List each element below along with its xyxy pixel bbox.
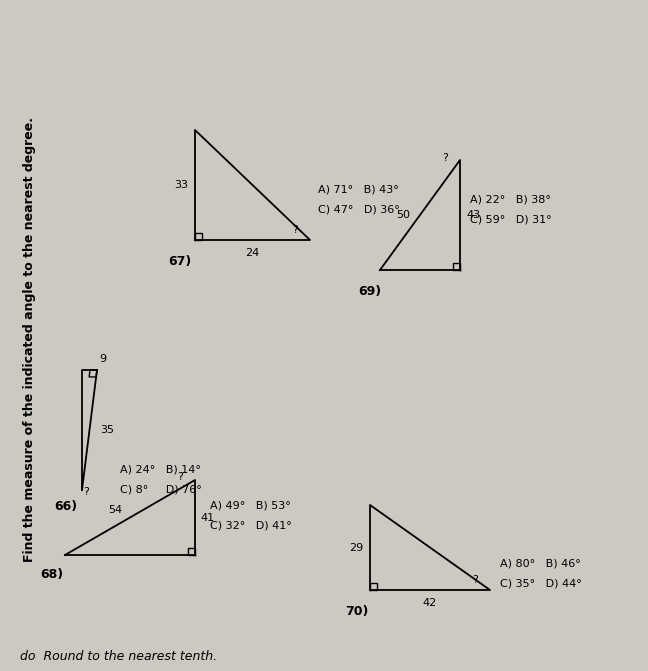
Text: A) 24°   B) 14°: A) 24° B) 14° — [120, 465, 201, 475]
Text: C) 35°   D) 44°: C) 35° D) 44° — [500, 578, 582, 588]
Text: ?: ? — [292, 225, 298, 235]
Text: ?: ? — [83, 487, 89, 497]
Text: A) 71°   B) 43°: A) 71° B) 43° — [318, 185, 399, 195]
Text: 41: 41 — [200, 513, 214, 523]
Text: A) 49°   B) 53°: A) 49° B) 53° — [210, 500, 291, 510]
Text: 70): 70) — [345, 605, 368, 618]
Text: 9: 9 — [99, 354, 106, 364]
Text: 24: 24 — [245, 248, 259, 258]
Text: C) 47°   D) 36°: C) 47° D) 36° — [318, 205, 400, 215]
Text: 67): 67) — [168, 255, 191, 268]
Text: A) 80°   B) 46°: A) 80° B) 46° — [500, 558, 581, 568]
Text: 33: 33 — [174, 180, 188, 190]
Text: A) 22°   B) 38°: A) 22° B) 38° — [470, 195, 551, 205]
Text: 68): 68) — [40, 568, 63, 581]
Text: Find the measure of the indicated angle to the nearest degree.: Find the measure of the indicated angle … — [23, 117, 36, 562]
Text: 69): 69) — [358, 285, 381, 298]
Text: 66): 66) — [54, 500, 77, 513]
Text: C) 8°     D) 76°: C) 8° D) 76° — [120, 485, 202, 495]
Text: 54: 54 — [108, 505, 122, 515]
Text: ?: ? — [472, 575, 478, 585]
Text: 35: 35 — [100, 425, 114, 435]
Text: 29: 29 — [349, 543, 363, 553]
Text: 50: 50 — [396, 210, 410, 220]
Text: C) 59°   D) 31°: C) 59° D) 31° — [470, 215, 551, 225]
Text: do  Round to the nearest tenth.: do Round to the nearest tenth. — [20, 650, 217, 663]
Text: ?: ? — [177, 472, 183, 482]
Text: 42: 42 — [423, 598, 437, 608]
Text: 43: 43 — [466, 210, 480, 220]
Text: ?: ? — [442, 153, 448, 163]
Text: C) 32°   D) 41°: C) 32° D) 41° — [210, 520, 292, 530]
